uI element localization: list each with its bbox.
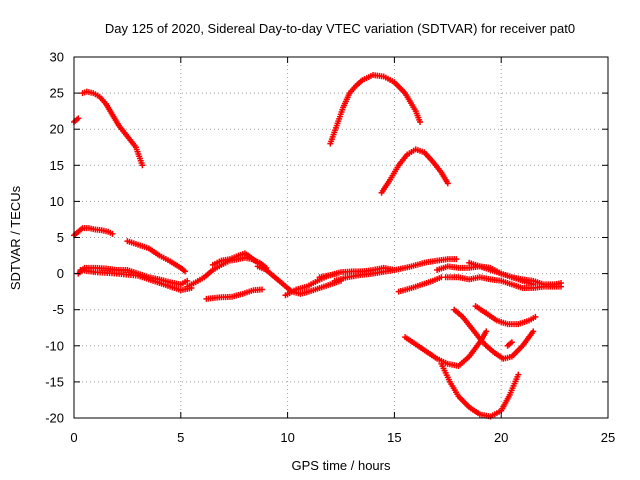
data-point	[515, 371, 522, 378]
chart-title: Day 125 of 2020, Sidereal Day-to-day VTE…	[105, 21, 575, 36]
series-arc-16	[395, 274, 445, 295]
x-tick-label: 25	[601, 430, 615, 445]
series-arc-1	[71, 115, 82, 125]
grid-lines	[74, 57, 608, 418]
series-arc-13	[331, 256, 460, 284]
series-arc-15	[378, 146, 451, 196]
y-tick-label: -5	[52, 302, 64, 317]
series-arc-24	[504, 339, 515, 349]
data-point	[444, 180, 451, 187]
y-tick-label: 20	[50, 122, 64, 137]
series-arc-6	[77, 266, 195, 294]
series-arc-22	[451, 306, 537, 362]
y-axis-label: SDTVAR / TECUs	[8, 185, 23, 290]
y-tick-label: 30	[50, 50, 64, 65]
series-arc-19	[466, 259, 565, 288]
series-arc-8	[209, 250, 261, 268]
y-tick-label: -10	[45, 338, 64, 353]
y-tick-label: 0	[57, 266, 64, 281]
series-arc-14	[327, 72, 424, 147]
series-arc-3	[71, 225, 116, 239]
data-series	[71, 72, 565, 420]
data-point	[453, 256, 460, 263]
data-point	[558, 279, 565, 286]
x-tick-label: 0	[70, 430, 77, 445]
series-arc-2	[79, 88, 146, 169]
x-tick-label: 20	[494, 430, 508, 445]
y-tick-label: -15	[45, 374, 64, 389]
x-tick-label: 15	[387, 430, 401, 445]
y-tick-label: 15	[50, 158, 64, 173]
series-arc-23	[472, 303, 539, 328]
y-tick-label: 10	[50, 194, 64, 209]
series-arc-10	[203, 286, 265, 302]
series-arc-17	[442, 274, 565, 292]
data-point	[139, 162, 146, 169]
data-point	[483, 328, 490, 335]
series-arc-20	[402, 328, 490, 370]
y-tick-label: 5	[57, 230, 64, 245]
series-arc-4	[124, 238, 189, 275]
data-point	[508, 339, 515, 346]
x-tick-label: 10	[280, 430, 294, 445]
data-point	[258, 286, 265, 293]
series-arc-21	[438, 360, 522, 420]
data-point	[184, 277, 191, 284]
x-axis-label: GPS time / hours	[292, 458, 391, 473]
y-tick-label: 25	[50, 86, 64, 101]
x-tick-label: 5	[177, 430, 184, 445]
data-point	[532, 313, 539, 320]
data-point	[530, 328, 537, 335]
axis-ticks: 0 5 10 15 20 25 -20 -15 -10 -5 0 5 10 15 20 25 30	[45, 50, 615, 446]
data-point	[109, 230, 116, 237]
y-tick-label: -20	[45, 411, 64, 426]
data-point	[182, 268, 189, 275]
data-point	[75, 115, 82, 122]
data-point	[417, 118, 424, 125]
